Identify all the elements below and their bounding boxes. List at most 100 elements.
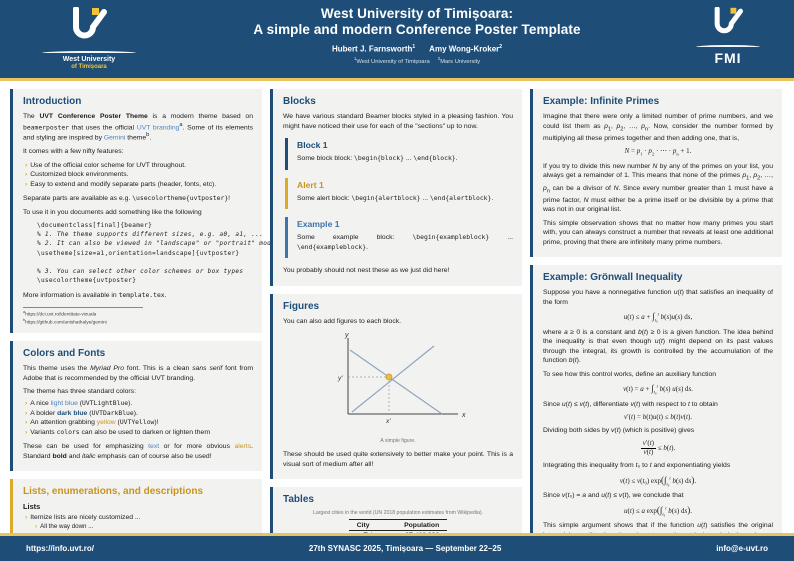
table-caption: Largest cities in the world (UN 2018 pop… — [312, 510, 484, 517]
list-item: › Customized block environments. — [25, 170, 253, 180]
header-center: West University of Timișoara: A simple a… — [160, 6, 674, 65]
gronwall-formula-3: v′(t) = b(t)u(t) ≤ b(t)v(t). — [624, 413, 692, 422]
footnote-url[interactable]: https://github.com/anishathalye/gemini — [25, 321, 107, 327]
poster-affiliations: 1West University of Timișoara 2Mars Unive… — [160, 56, 674, 65]
column-2: Blocks We have various standard Beamer b… — [270, 89, 522, 533]
footer-divider — [0, 533, 794, 536]
colors-paragraph-1: This theme uses the Myriad Pro font. Thi… — [23, 365, 254, 382]
list-item: › An attention grabbing yellow (UVTYellow… — [25, 418, 253, 428]
color-item-text: An attention grabbing yellow (UVTYellow)… — [30, 418, 159, 427]
block-title: Lists, enumerations, and descriptions — [23, 486, 204, 498]
color-item-text: A nice light blue (UVTLightBlue). — [30, 398, 133, 407]
nested-block-text: Some alert block: \begin{alertblock} ...… — [297, 193, 494, 202]
bullet-chevron-icon: › — [35, 523, 38, 531]
affil-1-sup: 1 — [353, 55, 357, 61]
affil-2: Mars University — [440, 58, 481, 65]
bullet-chevron-icon: › — [25, 409, 28, 417]
gronwall-formula-6: u(t) ≤ a exp(∫t₀t b(s) ds). — [624, 504, 692, 517]
block-infinite-primes: Example: Infinite Primes Imagine that th… — [530, 89, 782, 258]
table-header-row: City Population — [348, 519, 448, 532]
gronwall-paragraph-4: Since u(t) ≤ v(t), differentiate v(t) wi… — [543, 400, 718, 408]
footer-website-link[interactable]: https://info.uvt.ro/ — [26, 544, 94, 553]
itemize-list: › Itemize lists are nicely customized ...… — [25, 513, 253, 533]
nested-example-block: Example 1 Some example block: \begin{exa… — [285, 217, 513, 259]
gronwall-formula-5: v(t) ≤ v(t₀) exp(∫t₀t b(s) ds). — [619, 474, 697, 487]
blocks-paragraph-2: You probably should not nest these as we… — [283, 267, 450, 275]
bullet-chevron-icon: › — [25, 181, 28, 189]
gronwall-paragraph-5: Dividing both sides by v(t) (which is po… — [543, 427, 695, 435]
block-lists: Lists, enumerations, and descriptions Li… — [10, 479, 262, 533]
intro-paragraph-4: To use it in you documents add something… — [23, 208, 202, 216]
colors-list: › A nice light blue (UVTLightBlue). › A bo… — [25, 399, 253, 438]
nested-block-title: Block 1 — [297, 140, 328, 151]
list-item: › A bolder dark blue (UVTDarkBlue). — [25, 409, 253, 419]
poster-footer: https://info.uvt.ro/ 27th SYNASC 2025, T… — [0, 536, 794, 561]
gronwall-paragraph-8: This simple argument shows that if the f… — [543, 522, 773, 533]
column-header-city: City — [348, 519, 397, 532]
footnote-marker: a — [23, 309, 26, 314]
uvt-logo-icon-small — [714, 6, 743, 34]
nested-block-title: Example 1 — [297, 219, 340, 230]
block-blocks: Blocks We have various standard Beamer b… — [270, 89, 522, 286]
footer-email-link[interactable]: info@e-uvt.ro — [716, 544, 768, 553]
primes-paragraph-2: If you try to divide this new number N b… — [543, 162, 774, 214]
poster-header: West University of Timișoara West Univer… — [0, 0, 794, 78]
item-text: Itemize lists are nicely customized ... — [30, 514, 141, 522]
supply-demand-figure: y x y′ x′ — [337, 332, 466, 425]
bullet-chevron-icon: › — [25, 429, 28, 437]
list-item: › A nice light blue (UVTLightBlue). — [25, 399, 253, 409]
intro-paragraph-2: It comes with a few nifty features: — [23, 148, 124, 156]
color-item-text: Variants colors can also be used to dark… — [30, 428, 210, 437]
list-item: › All the way down ... — [35, 523, 253, 532]
figure-label-y: y — [344, 332, 349, 339]
cell-population: 37,468,000 — [396, 531, 447, 533]
footnote-url[interactable]: https://dci.uvt.ro/identitate-vizuala — [25, 312, 97, 318]
intersection-point — [385, 373, 393, 381]
fmi-logo-right: FMI — [688, 6, 768, 66]
block-title: Tables — [283, 494, 314, 506]
uvt-logo-icon — [73, 6, 107, 39]
figures-paragraph-2: These should be used quite extensively t… — [283, 451, 513, 468]
bullet-chevron-icon: › — [25, 514, 28, 522]
footnote-b[interactable]: bhttps://github.com/anishathalye/gemini — [23, 318, 143, 327]
item-text: All the way down ... — [40, 523, 94, 531]
latex-code-sample: \documentclass[final]{beamer} % 1. The t… — [37, 222, 276, 284]
gronwall-paragraph-6: Integrating this inequality from t₀ to t… — [543, 462, 731, 470]
affil-2-sup: 2 — [437, 55, 441, 61]
block-introduction: Introduction The UVT Conference Poster T… — [10, 89, 276, 334]
author-1: Hubert J. Farnsworth — [331, 44, 413, 54]
cell-city: Tokyo — [349, 531, 396, 533]
intro-paragraph-5: More information is available in templat… — [23, 291, 167, 300]
block-gronwall: Example: Grönwall Inequality Suppose you… — [530, 265, 782, 533]
gronwall-paragraph-2: where a ≥ 0 is a constant and b(t) ≥ 0 i… — [543, 328, 774, 365]
footnote-marker: b — [23, 318, 26, 323]
figure-label-x-prime: x′ — [385, 418, 391, 425]
logo-swoosh — [696, 45, 760, 47]
example-figure: y x y′ x′ A simple figure. — [283, 330, 513, 444]
fmi-label: FMI — [714, 50, 742, 66]
feature-text: Customized block environments. — [30, 171, 129, 179]
gronwall-paragraph-3: To see how this control works, define an… — [543, 370, 717, 378]
footnote-a[interactable]: ahttps://dci.uvt.ro/identitate-vizuala — [23, 310, 143, 319]
poster-title-line1: West University of Timișoara: — [320, 6, 514, 21]
nested-alert-block: Alert 1 Some alert block: \begin{alertbl… — [285, 177, 513, 210]
nested-block-text: Some example block: \begin{exampleblock}… — [297, 233, 513, 251]
column-1: Introduction The UVT Conference Poster T… — [10, 89, 276, 533]
list-item: › Use of the official color scheme for UV… — [25, 161, 253, 171]
block-title: Colors and Fonts — [23, 348, 106, 360]
figure-label-x: x — [461, 412, 466, 419]
gronwall-formula-4: v′(t) v(t) ≤ b(t). — [640, 438, 676, 456]
lists-heading: Lists — [23, 502, 41, 512]
poster-authors: Hubert J. Farnsworth1 Amy Wong-Kroker2 — [160, 44, 674, 54]
primes-paragraph-3: This simple observation shows that no ma… — [543, 219, 773, 246]
blocks-paragraph-1: We have various standard Beamer blocks s… — [283, 113, 513, 130]
footnotes: ahttps://dci.uvt.ro/identitate-vizuala b… — [23, 306, 143, 328]
block-title: Example: Grönwall Inequality — [543, 272, 683, 284]
block-title: Introduction — [23, 96, 82, 107]
figure-label-y-prime: y′ — [337, 375, 343, 382]
nested-block-text: Some block block: \begin{block} ... \end… — [297, 154, 458, 163]
colors-paragraph-2: The theme has three standard colors: — [23, 388, 136, 396]
block-colors-and-fonts: Colors and Fonts This theme uses the Myr… — [10, 341, 262, 472]
gronwall-formula-2: v(t) = a + ∫t₀t b(s) u(s) ds. — [623, 383, 693, 395]
bullet-chevron-icon: › — [25, 399, 28, 407]
